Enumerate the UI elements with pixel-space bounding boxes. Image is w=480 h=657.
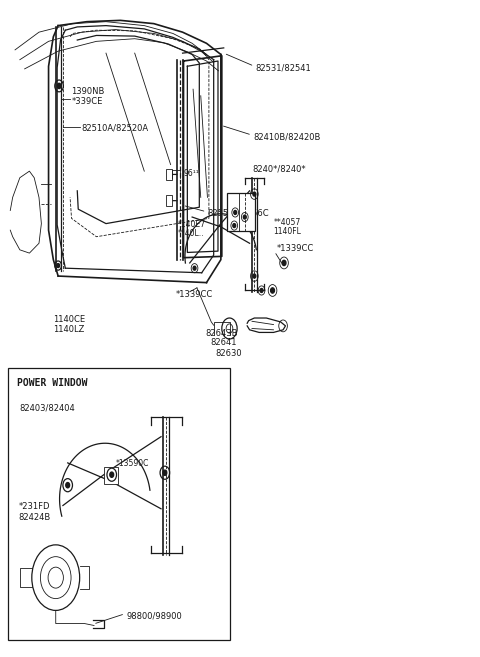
Text: *231FD: *231FD bbox=[18, 502, 50, 510]
Bar bbox=[227, 193, 255, 231]
Bar bbox=[8, 368, 230, 640]
Text: 82510A/82520A: 82510A/82520A bbox=[81, 124, 148, 132]
Circle shape bbox=[260, 288, 263, 292]
Text: 82531/82541: 82531/82541 bbox=[256, 64, 312, 73]
Text: *140E7: *140E7 bbox=[178, 220, 206, 229]
Text: 82641: 82641 bbox=[210, 338, 237, 347]
Text: 82403/82404: 82403/82404 bbox=[20, 403, 75, 413]
Circle shape bbox=[282, 260, 286, 265]
Circle shape bbox=[163, 470, 167, 476]
Bar bbox=[104, 468, 118, 484]
Text: 82643B: 82643B bbox=[205, 329, 238, 338]
Text: 8240*/8240*: 8240*/8240* bbox=[252, 164, 306, 173]
Text: 96¹¹: 96¹¹ bbox=[183, 169, 199, 178]
Circle shape bbox=[57, 263, 60, 267]
Circle shape bbox=[253, 274, 256, 278]
Text: *13590C: *13590C bbox=[116, 459, 149, 468]
Bar bbox=[166, 195, 171, 206]
Text: **40L..: **40L.. bbox=[178, 229, 204, 238]
Circle shape bbox=[66, 483, 70, 487]
Text: 82630: 82630 bbox=[215, 349, 242, 358]
Circle shape bbox=[234, 210, 237, 214]
Circle shape bbox=[193, 266, 196, 270]
Text: 98800/98900: 98800/98900 bbox=[127, 611, 182, 620]
Text: 1140FL: 1140FL bbox=[274, 227, 301, 236]
Text: **4057: **4057 bbox=[274, 218, 301, 227]
Text: POWER WINDOW: POWER WINDOW bbox=[17, 378, 88, 388]
Circle shape bbox=[57, 83, 61, 89]
Text: 1140CE: 1140CE bbox=[53, 315, 85, 324]
Bar bbox=[166, 170, 171, 179]
Text: 82410B/82420B: 82410B/82420B bbox=[253, 133, 320, 141]
Text: *1339CC: *1339CC bbox=[277, 244, 314, 253]
Circle shape bbox=[110, 472, 114, 478]
Circle shape bbox=[233, 223, 236, 227]
Text: 1140LZ: 1140LZ bbox=[53, 325, 84, 334]
Circle shape bbox=[243, 215, 246, 219]
Text: 1390NB: 1390NB bbox=[72, 87, 105, 96]
Text: 82550/82556C: 82550/82556C bbox=[207, 209, 269, 217]
Text: *1339CC: *1339CC bbox=[175, 290, 213, 299]
Text: *339CE: *339CE bbox=[72, 97, 103, 106]
Circle shape bbox=[253, 192, 256, 196]
Text: 82424B: 82424B bbox=[18, 513, 51, 522]
Circle shape bbox=[271, 288, 275, 293]
